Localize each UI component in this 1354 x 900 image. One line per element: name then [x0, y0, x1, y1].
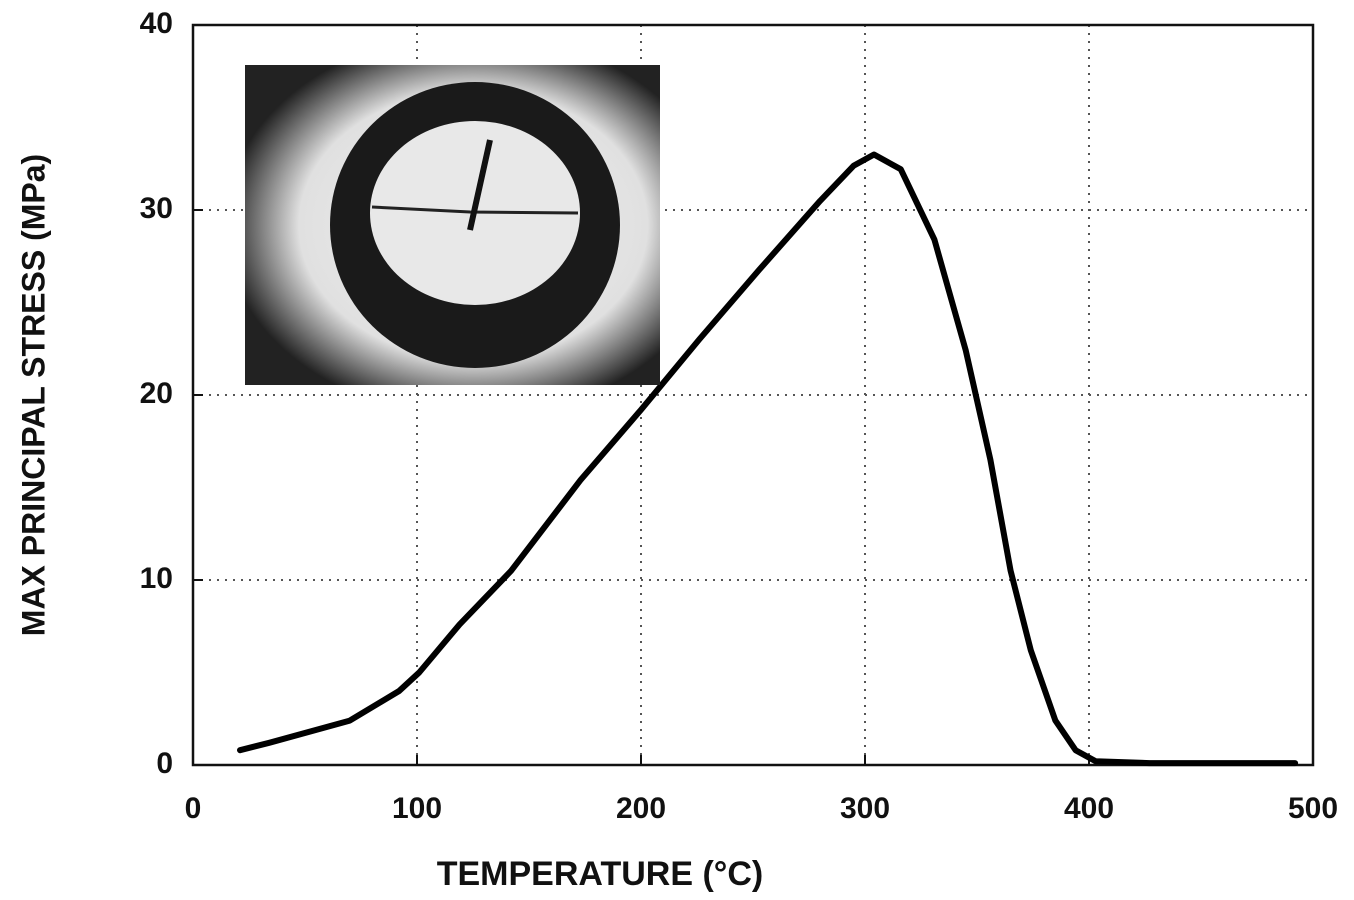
y-tick-label: 30 — [140, 192, 173, 225]
y-axis-label: MAX PRINCIPAL STRESS (MPa) — [15, 154, 51, 636]
x-tick-label: 100 — [392, 792, 442, 825]
y-tick-label: 10 — [140, 562, 173, 595]
crack — [371, 205, 579, 215]
x-axis-label: TEMPERATURE (°C) — [437, 855, 764, 893]
y-tick-label: 40 — [140, 7, 173, 40]
x-tick-label: 0 — [185, 792, 202, 825]
x-tick-label: 500 — [1288, 792, 1338, 825]
x-tick-label: 300 — [840, 792, 890, 825]
x-tick-label: 200 — [616, 792, 666, 825]
x-tick-label: 400 — [1064, 792, 1114, 825]
y-tick-label: 0 — [156, 747, 173, 780]
y-tick-label: 20 — [140, 377, 173, 410]
inset-photo — [245, 65, 660, 385]
data-line — [237, 151, 1299, 767]
crack — [467, 139, 493, 231]
plot-frame — [191, 23, 1315, 767]
